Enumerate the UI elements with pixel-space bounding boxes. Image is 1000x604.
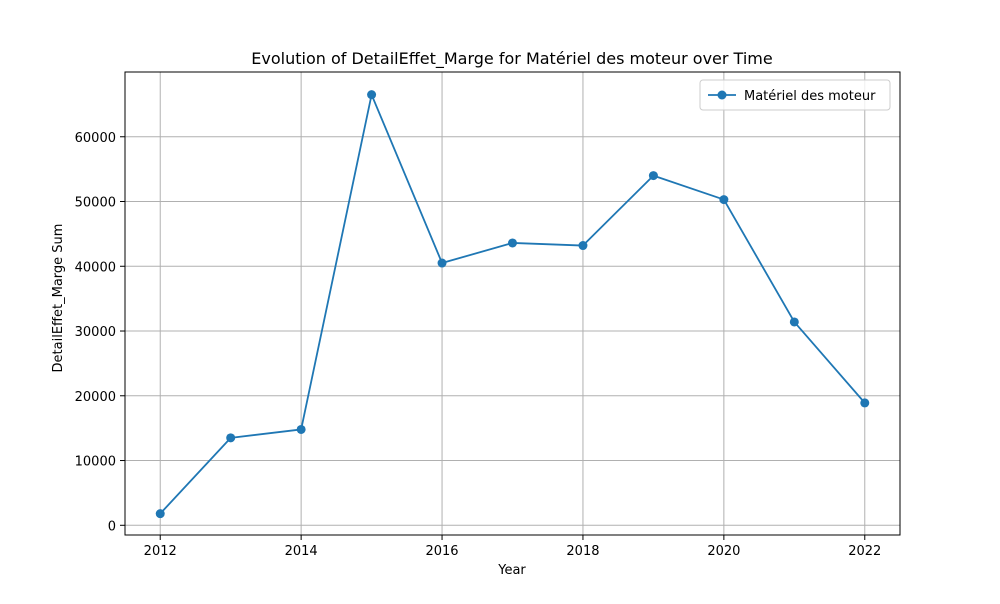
x-tick-label: 2018 — [566, 544, 599, 559]
chart-title: Evolution of DetailEffet_Marge for Matér… — [251, 49, 772, 69]
legend-label: Matériel des moteur — [744, 89, 876, 104]
plot-frame — [124, 71, 901, 536]
data-point — [508, 238, 517, 248]
legend-marker — [717, 90, 727, 100]
grid-lines — [125, 72, 900, 535]
y-axis-label: DetailEffet_Marge Sum — [51, 224, 66, 373]
data-point — [296, 424, 306, 434]
x-tick-label: 2022 — [848, 544, 881, 559]
series-layer — [155, 90, 870, 519]
data-point — [719, 195, 729, 205]
legend: Matériel des moteur — [699, 79, 891, 111]
series-line — [159, 93, 866, 515]
y-tick-label: 30000 — [75, 325, 116, 340]
data-point — [226, 433, 236, 443]
data-point — [789, 317, 799, 327]
y-tick-label: 0 — [108, 519, 116, 534]
y-tick-label: 50000 — [75, 196, 116, 211]
y-tick-label: 20000 — [75, 390, 116, 405]
y-tick-label: 60000 — [75, 131, 116, 146]
data-point — [860, 398, 870, 408]
x-tick-label: 2020 — [707, 544, 740, 559]
y-tick-label: 40000 — [75, 260, 116, 275]
data-point — [155, 509, 165, 519]
x-tick-label: 2012 — [144, 544, 177, 559]
axes: 2012 2014 2016 2018 2020 2022 0 10000 20000 30000… — [75, 71, 901, 559]
legend-box — [699, 79, 891, 111]
data-point — [648, 171, 658, 181]
x-tick-label: 2014 — [285, 544, 318, 559]
x-axis-label: Year — [497, 563, 526, 578]
y-tick-label: 10000 — [75, 455, 116, 470]
data-point — [437, 258, 447, 268]
x-tick-label: 2016 — [425, 544, 458, 559]
data-point — [578, 241, 588, 251]
data-point — [367, 90, 377, 100]
